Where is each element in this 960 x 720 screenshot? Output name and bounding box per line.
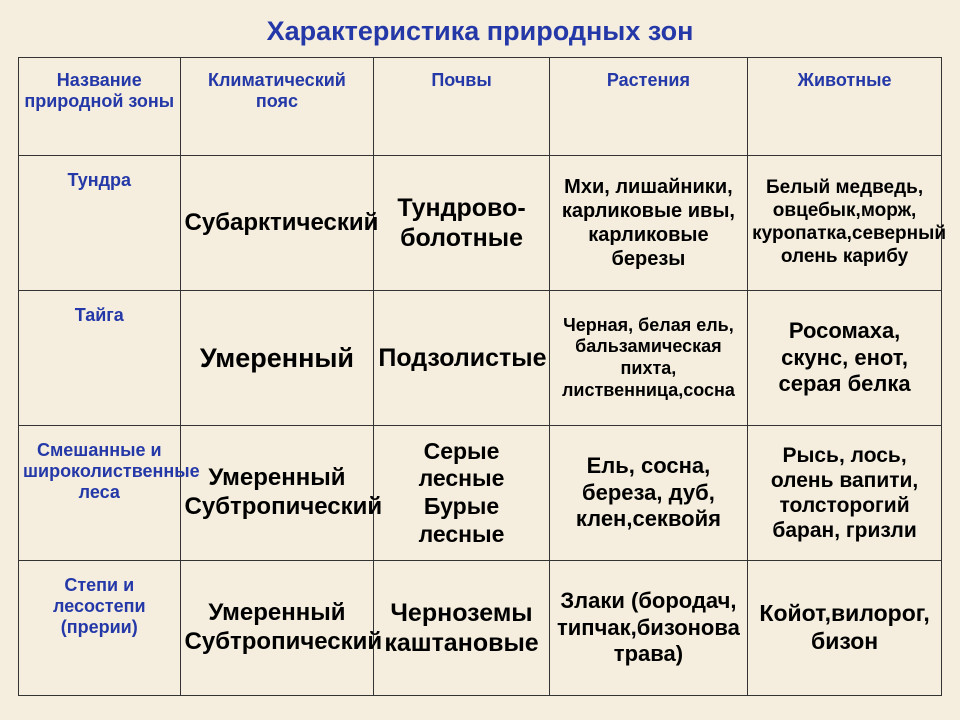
cell-plants: Мхи, лишайники, карликовые ивы, карликов… [549,156,747,291]
zones-table: Название природной зоны Климатический по… [18,57,942,696]
table-row: ТундраСубарктическийТундрово- болотныеМх… [19,156,942,291]
cell-animals: Рысь, лось, олень вапити, толсторогий ба… [748,426,942,561]
cell-soil: Серые лесные Бурые лесные [374,426,549,561]
header-row: Название природной зоны Климатический по… [19,58,942,156]
cell-plants: Ель, сосна, береза, дуб, клен,секвойя [549,426,747,561]
cell-soil: Тундрово- болотные [374,156,549,291]
col-climate: Климатический пояс [180,58,374,156]
cell-plants: Злаки (бородач, типчак,бизонова трава) [549,561,747,696]
col-soil: Почвы [374,58,549,156]
cell-soil: Черноземы каштановые [374,561,549,696]
col-zone: Название природной зоны [19,58,181,156]
page-title: Характеристика природных зон [18,16,942,47]
col-plants: Растения [549,58,747,156]
zone-name: Степи и лесостепи (прерии) [19,561,181,696]
cell-animals: Росомаха, скунс, енот, серая белка [748,291,942,426]
col-animals: Животные [748,58,942,156]
cell-climate: Субарктический [180,156,374,291]
cell-soil: Подзолистые [374,291,549,426]
table-row: ТайгаУмеренныйПодзолистыеЧерная, белая е… [19,291,942,426]
cell-climate: Умеренный Субтропический [180,426,374,561]
cell-plants: Черная, белая ель, бальзамическая пихта,… [549,291,747,426]
cell-climate: Умеренный Субтропический [180,561,374,696]
cell-climate: Умеренный [180,291,374,426]
cell-animals: Койот,вилорог, бизон [748,561,942,696]
cell-animals: Белый медведь, овцебык,морж, куропатка,с… [748,156,942,291]
table-row: Смешанные и широколиственные лесаУмеренн… [19,426,942,561]
zone-name: Смешанные и широколиственные леса [19,426,181,561]
zone-name: Тайга [19,291,181,426]
table-row: Степи и лесостепи (прерии)Умеренный Субт… [19,561,942,696]
zone-name: Тундра [19,156,181,291]
